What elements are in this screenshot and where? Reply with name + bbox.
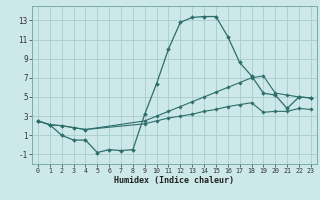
X-axis label: Humidex (Indice chaleur): Humidex (Indice chaleur) — [115, 176, 234, 185]
